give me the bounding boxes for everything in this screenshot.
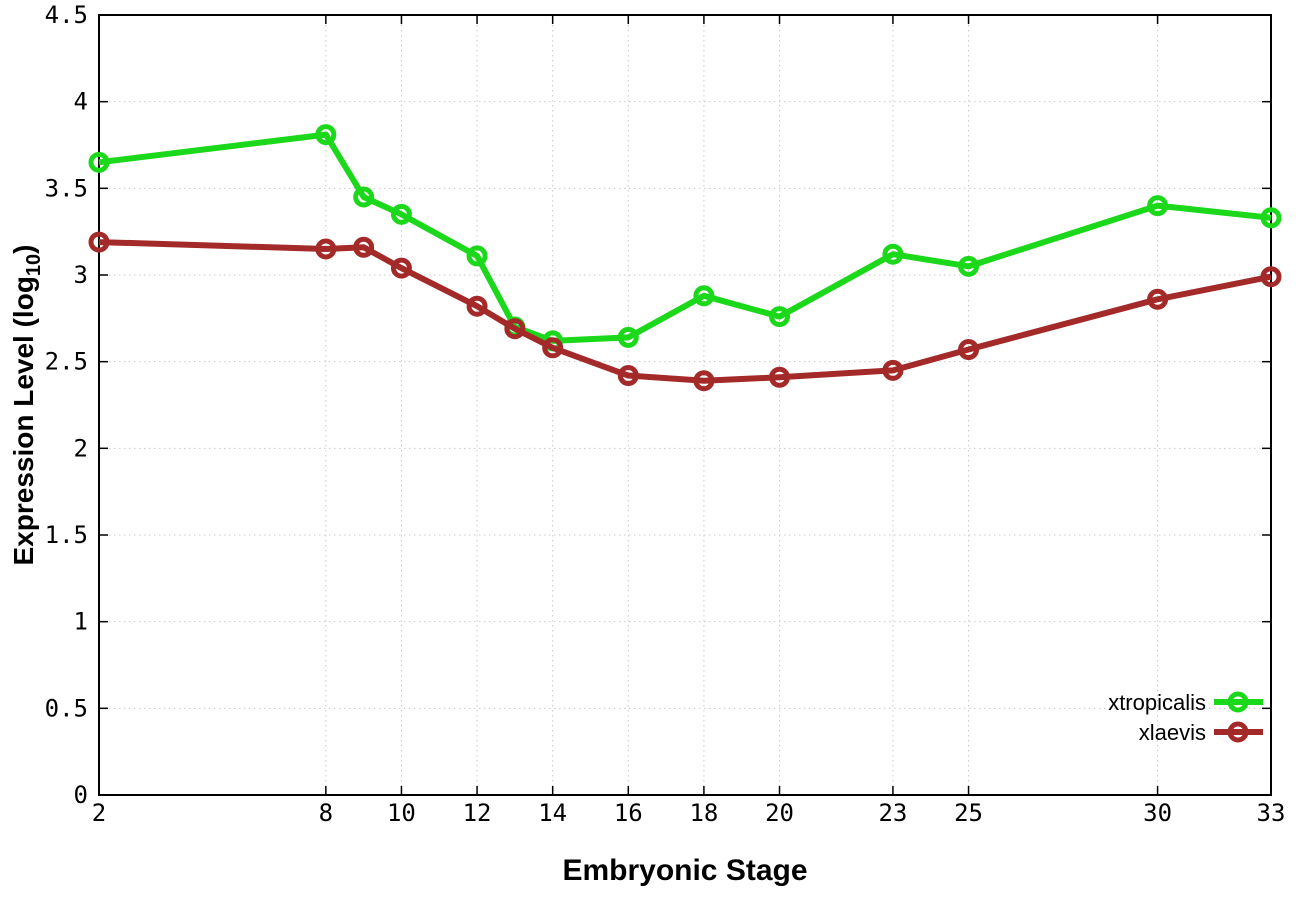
y-axis-title-main: Expression Level (log	[8, 276, 39, 565]
data-point-xtropicalis	[390, 203, 412, 225]
data-point-xtropicalis	[88, 151, 110, 173]
series-xtropicalis	[88, 124, 1282, 352]
data-point-xlaevis	[693, 370, 715, 392]
y-tick-label: 2	[74, 434, 88, 462]
legend-label-xtropicalis: xtropicalis	[1108, 690, 1206, 715]
x-tick-label: 25	[954, 799, 983, 827]
tick-label-layer: 2 8 10 12 14 16 18 20 23 25 30 33 0 0.5 1 1.5 2 2.5 3 3.5 4 4…	[45, 1, 1286, 827]
series-xlaevis	[88, 231, 1282, 392]
y-tick-label: 1.5	[45, 521, 88, 549]
data-point-xtropicalis	[315, 124, 337, 146]
data-point-xtropicalis	[1147, 195, 1169, 217]
data-point-xlaevis	[542, 337, 564, 359]
y-tick-label: 3.5	[45, 174, 88, 202]
data-point-xtropicalis	[617, 326, 639, 348]
data-point-xlaevis	[882, 359, 904, 381]
x-tick-label: 8	[319, 799, 333, 827]
y-tick-label: 0.5	[45, 694, 88, 722]
data-point-xlaevis	[504, 318, 526, 340]
x-tick-label: 18	[689, 799, 718, 827]
y-axis-title-subscript: 10	[23, 254, 45, 276]
plot-border	[98, 14, 1272, 796]
data-point-xlaevis	[88, 231, 110, 253]
data-point-xlaevis	[617, 365, 639, 387]
legend-sample-marker-xlaevis	[1227, 721, 1249, 743]
data-point-xtropicalis	[466, 245, 488, 267]
series-layer	[88, 124, 1282, 392]
tick-layer	[98, 14, 1272, 796]
legend-sample-marker-xtropicalis	[1227, 691, 1249, 713]
x-tick-label: 30	[1143, 799, 1172, 827]
data-point-xlaevis	[390, 257, 412, 279]
data-point-xlaevis	[353, 236, 375, 258]
series-line-xtropicalis	[98, 131, 1272, 344]
x-tick-label: 2	[92, 799, 106, 827]
y-tick-label: 1	[74, 608, 88, 636]
x-axis-title: Embryonic Stage	[562, 854, 807, 887]
x-tick-label: 23	[878, 799, 907, 827]
data-point-xtropicalis	[353, 186, 375, 208]
x-tick-label: 33	[1257, 799, 1286, 827]
data-point-xtropicalis	[1260, 207, 1282, 229]
x-tick-label: 20	[765, 799, 794, 827]
x-tick-label: 16	[614, 799, 643, 827]
legend: xtropicalis xlaevis	[1108, 690, 1263, 745]
data-point-xlaevis	[466, 295, 488, 317]
y-tick-label: 4.5	[45, 1, 88, 29]
plot-border-layer	[98, 14, 1272, 796]
y-tick-label: 2.5	[45, 348, 88, 376]
x-tick-label: 14	[538, 799, 567, 827]
data-point-xtropicalis	[958, 255, 980, 277]
data-point-xtropicalis	[882, 243, 904, 265]
series-line-xlaevis	[98, 239, 1272, 384]
data-point-xtropicalis	[769, 306, 791, 328]
y-tick-label: 3	[74, 261, 88, 289]
y-axis-title: Expression Level (log10)	[8, 245, 45, 566]
y-tick-label: 0	[74, 781, 88, 809]
data-point-xlaevis	[315, 238, 337, 260]
y-tick-label: 4	[74, 88, 88, 116]
data-point-xlaevis	[1147, 288, 1169, 310]
data-point-xlaevis	[769, 366, 791, 388]
data-point-xlaevis	[958, 339, 980, 361]
y-axis-title-close: )	[8, 245, 39, 254]
legend-entry-xtropicalis: xtropicalis	[1108, 690, 1263, 715]
data-point-xtropicalis	[693, 285, 715, 307]
legend-label-xlaevis: xlaevis	[1139, 720, 1206, 745]
x-tick-label: 10	[387, 799, 416, 827]
legend-entry-xlaevis: xlaevis	[1139, 720, 1263, 745]
data-point-xlaevis	[1260, 266, 1282, 288]
x-tick-label: 12	[463, 799, 492, 827]
grid-layer	[98, 14, 1272, 796]
